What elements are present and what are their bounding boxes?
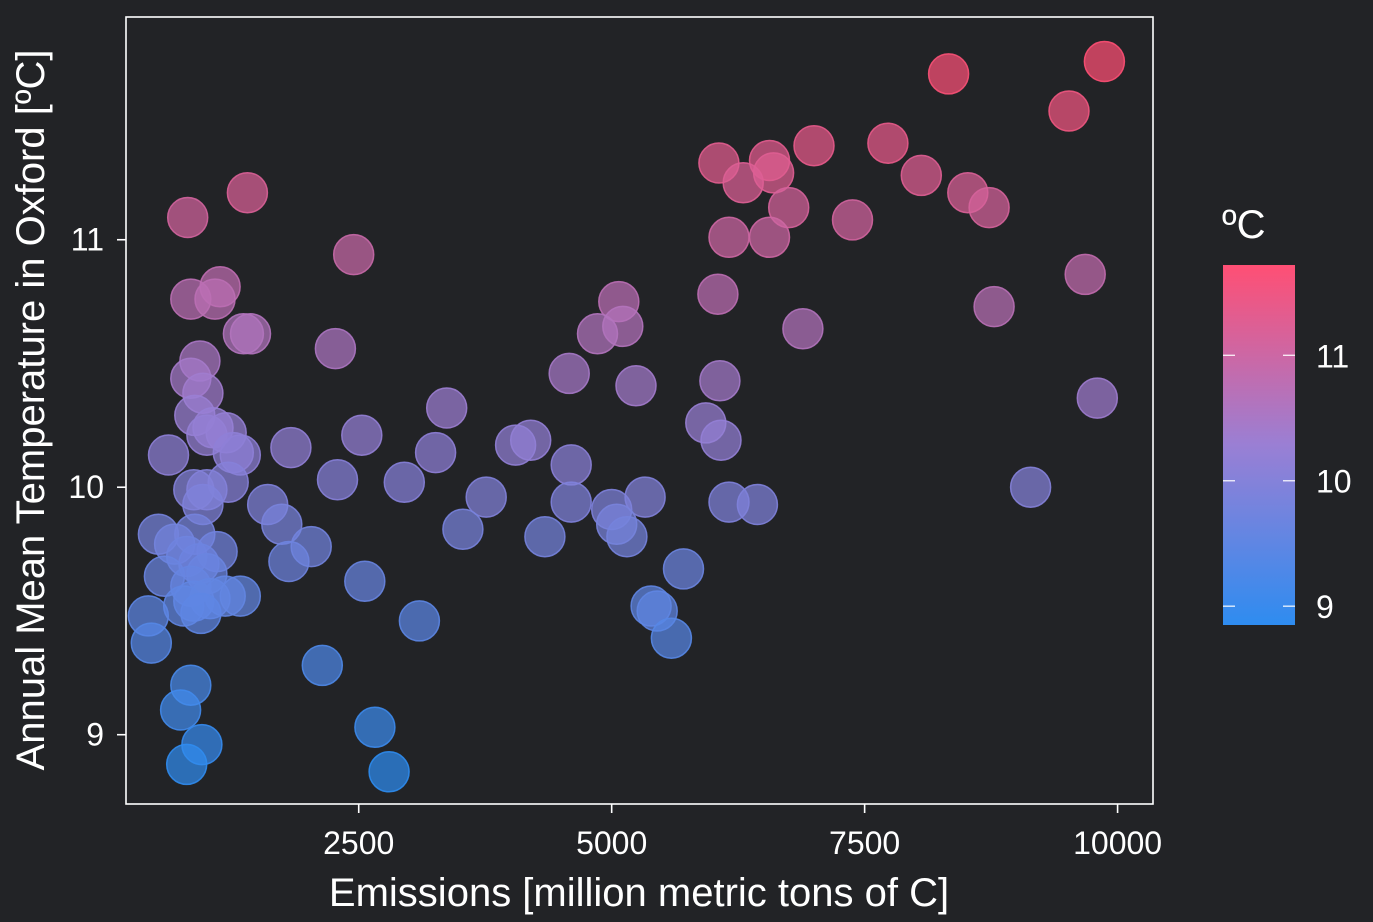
data-point	[973, 285, 1015, 328]
data-point	[130, 622, 173, 664]
data-point	[226, 171, 269, 214]
data-point	[425, 387, 468, 429]
data-point	[867, 122, 909, 164]
data-point	[442, 508, 484, 551]
data-point	[748, 216, 791, 259]
data-point	[927, 53, 970, 95]
color-legend: ºC 9 10 11	[1222, 203, 1352, 625]
data-point	[147, 434, 190, 476]
data-point	[697, 273, 739, 315]
data-point	[767, 186, 810, 229]
data-point	[465, 476, 507, 518]
legend-title: ºC	[1222, 203, 1266, 247]
legend-tick-label: 9	[1316, 589, 1334, 625]
data-point	[344, 560, 386, 603]
data-point	[968, 186, 1010, 229]
data-point	[170, 278, 212, 320]
data-point	[314, 327, 357, 370]
data-point	[576, 313, 619, 355]
points-layer	[127, 40, 1126, 793]
data-point	[900, 154, 943, 197]
x-tick-label: 7500	[829, 825, 900, 861]
data-point	[1064, 253, 1106, 296]
y-axis-label: Annual Mean Temperature in Oxford [ºC]	[9, 50, 53, 771]
data-point	[1083, 40, 1126, 83]
data-point	[550, 481, 592, 523]
legend-tick-label: 10	[1316, 464, 1352, 500]
data-point	[165, 743, 208, 786]
y-tick-label: 9	[86, 717, 104, 753]
data-point	[615, 365, 657, 407]
data-point	[368, 751, 410, 793]
plot-panel-border	[125, 16, 1154, 805]
legend-tick-label: 11	[1316, 338, 1349, 374]
data-point	[159, 689, 202, 731]
y-tick-label: 10	[68, 469, 104, 505]
x-axis-label: Emissions [million metric tons of C]	[329, 871, 949, 915]
y-axis: 9 10 11	[68, 222, 126, 753]
data-point	[301, 644, 344, 687]
data-point	[341, 414, 383, 456]
data-point	[414, 431, 457, 474]
data-point	[606, 515, 648, 558]
data-point	[1009, 466, 1052, 508]
data-point	[316, 459, 359, 501]
data-point	[383, 461, 426, 504]
data-point	[180, 592, 222, 635]
data-point	[699, 360, 741, 402]
x-tick-label: 2500	[323, 825, 394, 861]
data-point	[494, 424, 537, 466]
y-tick-label: 11	[71, 222, 104, 258]
data-point	[166, 196, 209, 239]
data-point	[270, 426, 312, 469]
data-point	[332, 233, 375, 276]
data-point	[708, 216, 750, 259]
data-point	[268, 540, 310, 583]
x-tick-label: 5000	[576, 825, 647, 861]
data-point	[354, 706, 396, 749]
legend-ticks: 9 10 11	[1223, 338, 1352, 625]
x-tick-label: 10000	[1073, 825, 1162, 861]
data-point	[736, 483, 779, 526]
data-point	[650, 617, 693, 659]
data-point	[1048, 90, 1090, 132]
colorbar	[1223, 265, 1295, 625]
data-point	[548, 352, 590, 395]
data-point	[700, 419, 742, 461]
data-point	[722, 162, 764, 204]
data-point	[550, 444, 592, 486]
data-point	[398, 600, 441, 642]
data-point	[1076, 377, 1119, 419]
data-point	[524, 515, 566, 558]
data-point	[831, 199, 874, 241]
x-axis: 2500 5000 7500 10000	[323, 804, 1162, 861]
data-point	[662, 548, 705, 590]
data-point	[793, 124, 835, 167]
data-point	[229, 313, 272, 355]
data-point	[782, 308, 824, 350]
